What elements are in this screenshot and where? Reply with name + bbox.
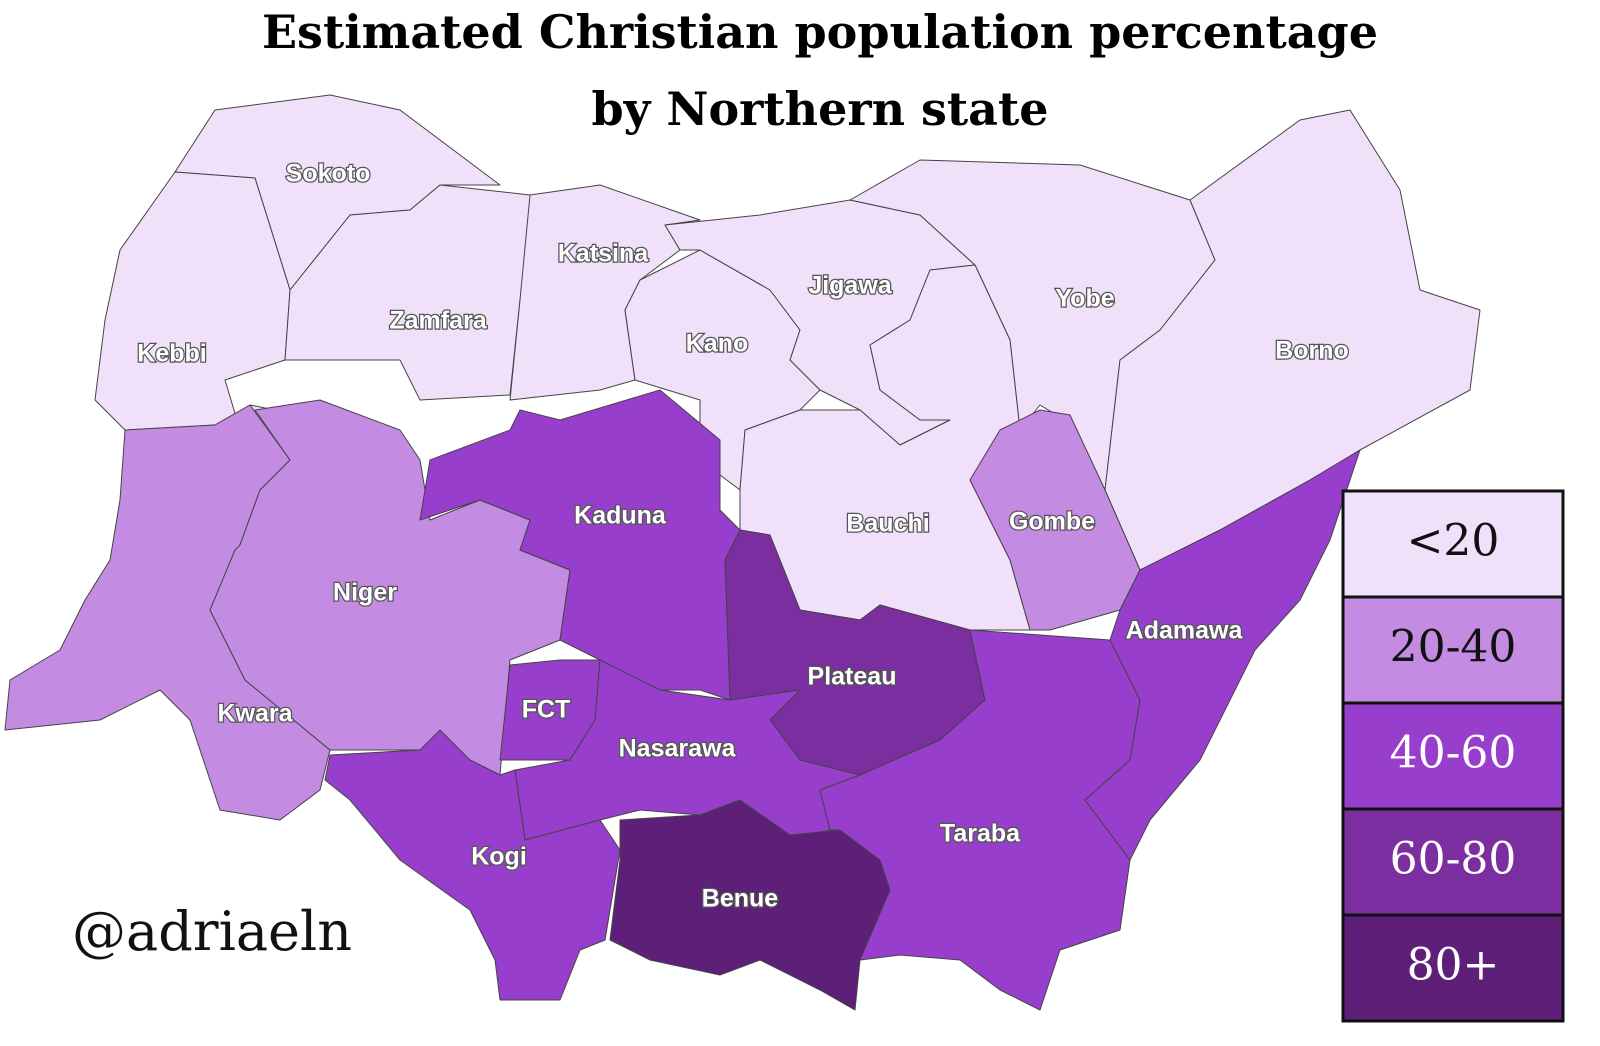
legend-label: 60-80 [1390, 834, 1517, 885]
state-label: Borno [1275, 337, 1349, 365]
state-shape [969, 409, 1141, 631]
legend: <20 20-40 40-60 60-80 80+ [1341, 489, 1565, 1023]
state-label: Benue [702, 885, 779, 913]
state-label: Katsina [558, 240, 649, 268]
state-label: Yobe [1055, 285, 1114, 313]
legend-label: <20 [1407, 516, 1500, 567]
state-label: Taraba [940, 820, 1021, 848]
state-shape [1084, 449, 1361, 861]
state-shape [609, 799, 891, 1011]
state-label: Sokoto [286, 160, 371, 188]
legend-label: 80+ [1407, 940, 1500, 991]
state-label: Kano [686, 330, 749, 358]
legend-swatch [1341, 595, 1565, 705]
state-label: Gombe [1009, 508, 1095, 536]
state-shape [419, 389, 741, 701]
state-label: Jigawa [808, 272, 892, 300]
states [4, 94, 1481, 1011]
state-label: Kogi [471, 843, 527, 871]
title-line: Estimated Christian population percentag… [262, 5, 1378, 59]
state-label: Nasarawa [619, 735, 737, 763]
state-label: Plateau [808, 663, 897, 691]
legend-label: 40-60 [1390, 728, 1517, 779]
title-line: by Northern state [592, 82, 1049, 136]
state-label: Adamawa [1126, 617, 1244, 645]
state-label: Kwara [217, 700, 293, 728]
credit: @adriaeln [72, 900, 352, 963]
legend-swatch [1341, 913, 1565, 1023]
state-label: Zamfara [389, 307, 487, 335]
state-label: Kaduna [574, 502, 667, 530]
state-label: FCT [522, 696, 571, 724]
state-labels: Sokoto Kebbi Zamfara Katsina Kano Jigawa… [136, 158, 1350, 914]
state-label: Niger [333, 579, 397, 607]
state-shape [324, 729, 621, 1001]
legend-label: 20-40 [1390, 622, 1517, 673]
state-label: Bauchi [846, 510, 929, 538]
state-label: Kebbi [137, 340, 206, 368]
